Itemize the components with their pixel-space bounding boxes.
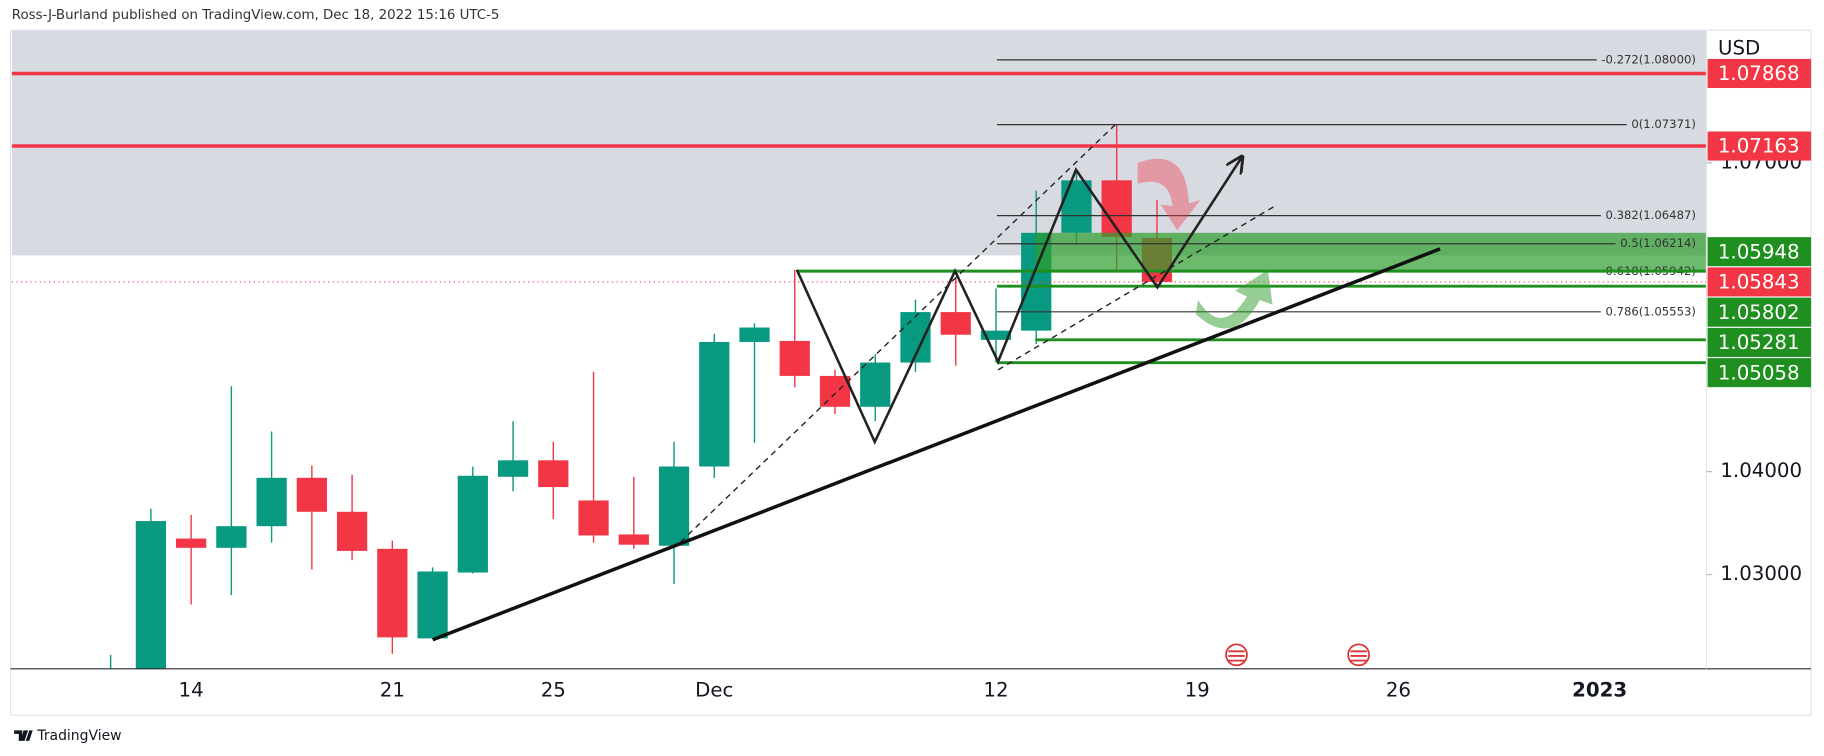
x-tick-label: 14 xyxy=(179,678,204,701)
event-icons xyxy=(1225,643,1370,667)
x-tick-label: 2023 xyxy=(1572,678,1627,701)
candle-layer xyxy=(96,124,1173,729)
event-icon-stripes xyxy=(1350,650,1367,662)
price-label: 1.07868 xyxy=(1718,62,1800,85)
candle-body xyxy=(336,511,368,551)
fib-label: 0.786(1.05553) xyxy=(1605,304,1695,318)
candle-body xyxy=(739,327,770,342)
candle-body xyxy=(940,312,971,335)
event-icon xyxy=(1225,643,1248,667)
fib-label: 0(1.07371) xyxy=(1631,117,1696,131)
candle-body xyxy=(658,466,690,546)
currency-label: USD xyxy=(1718,36,1760,59)
candle-body xyxy=(538,460,569,488)
x-tick-label: 21 xyxy=(380,678,405,701)
brand-name: TradingView xyxy=(36,728,121,744)
price-label: 1.05948 xyxy=(1718,240,1800,263)
candle-body xyxy=(96,683,126,729)
candle-body xyxy=(457,475,488,573)
x-tick-label: 26 xyxy=(1386,678,1411,701)
candle-body xyxy=(860,362,891,407)
pattern-path xyxy=(795,158,1241,446)
zone-layer xyxy=(11,30,1707,256)
candle-body xyxy=(497,460,529,477)
x-tick-label: 25 xyxy=(541,678,566,701)
candle-body xyxy=(296,477,327,512)
candle-body xyxy=(256,477,287,527)
level-layer: -0.272(1.08000) 0(1.07371) 0.382(1.06487) 0… xyxy=(11,52,1707,365)
resistance-zone xyxy=(11,30,1707,256)
candle-body xyxy=(417,571,448,639)
fib-label: -0.272(1.08000) xyxy=(1601,52,1696,66)
price-label-box xyxy=(1707,358,1812,388)
x-tick-label: 12 xyxy=(983,678,1008,701)
candle-body xyxy=(135,521,167,669)
candle-body xyxy=(618,534,649,545)
price-label-box xyxy=(1707,58,1812,89)
candle-body xyxy=(699,341,730,467)
price-label-box xyxy=(1707,237,1812,267)
trend-line xyxy=(432,247,1441,642)
price-label-layer: 1.05843 1.07868 1.07163 1.05948 1.05802 1.052… xyxy=(1707,58,1812,388)
candle-body xyxy=(578,500,609,536)
candle-body xyxy=(377,548,408,638)
price-label: 1.07163 xyxy=(1718,135,1800,158)
byline: Ross-J-Burland published on TradingView.… xyxy=(12,8,500,23)
price-label-box xyxy=(1707,327,1812,357)
dashed-trend xyxy=(997,204,1278,371)
x-tick-label: 19 xyxy=(1185,678,1210,701)
price-label: 1.05281 xyxy=(1718,331,1800,354)
candle-body xyxy=(980,330,1012,340)
brand-logo xyxy=(14,730,33,741)
drawings xyxy=(432,122,1441,642)
candle-body xyxy=(1061,180,1092,233)
price-label-box xyxy=(1707,297,1812,327)
price-label-box xyxy=(1707,267,1812,297)
price-label: 1.05058 xyxy=(1718,361,1800,384)
y-tick-label: 1.03000 xyxy=(1720,562,1802,585)
candle-body xyxy=(176,538,207,548)
fib-label: 0.382(1.06487) xyxy=(1605,208,1695,222)
fib-base-line xyxy=(680,122,1118,543)
up-arrow xyxy=(1195,269,1273,329)
fib-label: 0.5(1.06214) xyxy=(1620,236,1696,250)
price-label: 1.05802 xyxy=(1718,301,1800,324)
down-arrow xyxy=(1137,158,1201,231)
x-tick-label: Dec xyxy=(695,678,733,701)
price-label-box xyxy=(1707,131,1812,161)
event-icon-stripes xyxy=(1228,650,1245,662)
candle-body xyxy=(216,526,247,548)
candle-body xyxy=(779,340,810,376)
event-icon xyxy=(1347,643,1370,667)
y-tick-label: 1.04000 xyxy=(1720,459,1802,482)
price-label: 1.05843 xyxy=(1718,271,1800,294)
zone-layer-front xyxy=(1035,232,1707,272)
support-zone xyxy=(1035,232,1707,272)
candle-body xyxy=(819,375,851,407)
